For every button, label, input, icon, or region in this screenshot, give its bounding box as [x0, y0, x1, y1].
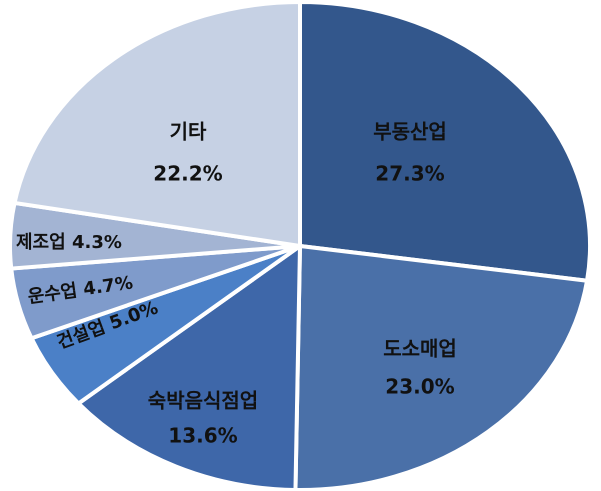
- value-label: 27.3%: [375, 162, 444, 186]
- pie: [8, 0, 592, 491]
- pie-slice: [76, 244, 302, 491]
- value-label: 23.0%: [385, 375, 454, 399]
- slice-label: 기타: [170, 120, 207, 144]
- value-label: 4.3%: [72, 232, 122, 253]
- pie-slice: [298, 0, 592, 283]
- slice-label: 도소매업: [383, 337, 457, 361]
- slice-label: 부동산업: [373, 120, 447, 144]
- pie-slice: [12, 0, 302, 248]
- value-label: 22.2%: [153, 162, 222, 186]
- pie-slice: [293, 244, 590, 491]
- value-label: 13.6%: [168, 424, 237, 448]
- slice-label: 숙박음식점업: [148, 389, 258, 413]
- slice-label: 제조업 4.3%: [16, 232, 122, 253]
- slice-name: 제조업: [16, 232, 66, 253]
